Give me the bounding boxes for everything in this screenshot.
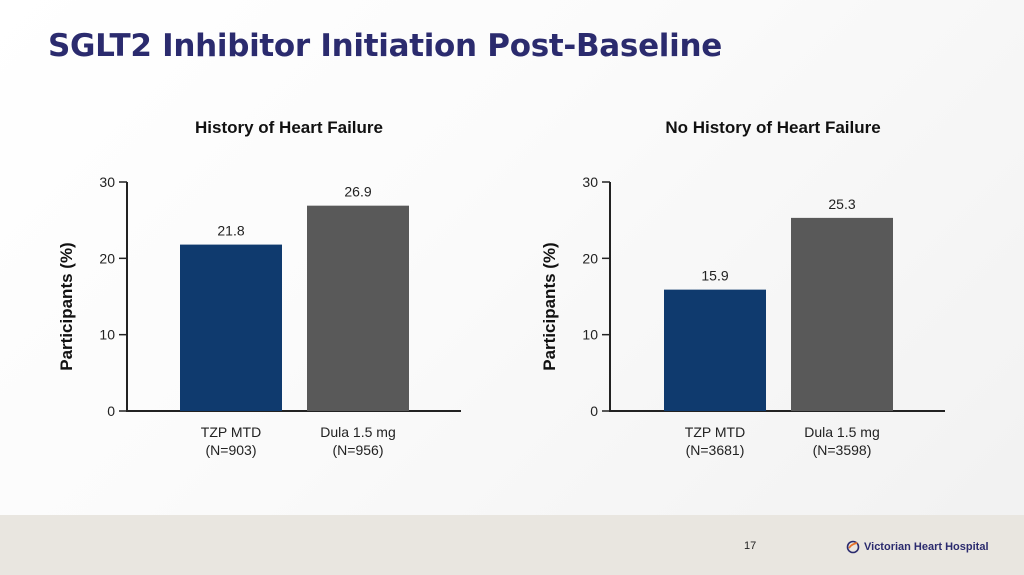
category-label: Dula 1.5 mg xyxy=(320,424,395,440)
data-label: 21.8 xyxy=(217,223,244,239)
y-tick-label: 20 xyxy=(582,250,598,266)
page-number: 17 xyxy=(744,540,757,552)
category-label: TZP MTD xyxy=(685,424,745,440)
slide-title: SGLT2 Inhibitor Initiation Post-Baseline xyxy=(48,28,722,64)
y-axis-label: Participants (%) xyxy=(57,242,76,370)
charts-area: History of Heart Failure Participants (%)… xyxy=(57,118,945,458)
y-tick-label: 20 xyxy=(99,250,115,266)
y-tick-label: 30 xyxy=(99,174,115,190)
category-sublabel: (N=3681) xyxy=(686,442,745,458)
category-label: Dula 1.5 mg xyxy=(804,424,879,440)
category-sublabel: (N=3598) xyxy=(813,442,872,458)
logo-text: Victorian Heart Hospital xyxy=(864,541,989,553)
y-tick-label: 30 xyxy=(582,174,598,190)
chart-title: No History of Heart Failure xyxy=(665,118,880,137)
category-label: TZP MTD xyxy=(201,424,261,440)
data-label: 15.9 xyxy=(701,268,728,284)
bar xyxy=(791,217,893,411)
hospital-logo: Victorian Heart Hospital xyxy=(846,537,989,557)
footer: 17 Victorian Heart Hospital xyxy=(0,515,1024,575)
heart-logo-icon xyxy=(846,540,860,554)
bar xyxy=(180,244,282,411)
data-label: 26.9 xyxy=(344,184,371,200)
category-sublabel: (N=903) xyxy=(206,442,257,458)
bar xyxy=(664,289,766,411)
y-tick-label: 0 xyxy=(107,403,115,419)
chart-title: History of Heart Failure xyxy=(195,118,383,137)
bar xyxy=(307,205,409,411)
category-sublabel: (N=956) xyxy=(333,442,384,458)
y-tick-label: 10 xyxy=(582,327,598,343)
data-label: 25.3 xyxy=(828,196,855,212)
y-tick-label: 10 xyxy=(99,327,115,343)
y-tick-label: 0 xyxy=(590,403,598,419)
y-axis-label: Participants (%) xyxy=(540,242,559,370)
